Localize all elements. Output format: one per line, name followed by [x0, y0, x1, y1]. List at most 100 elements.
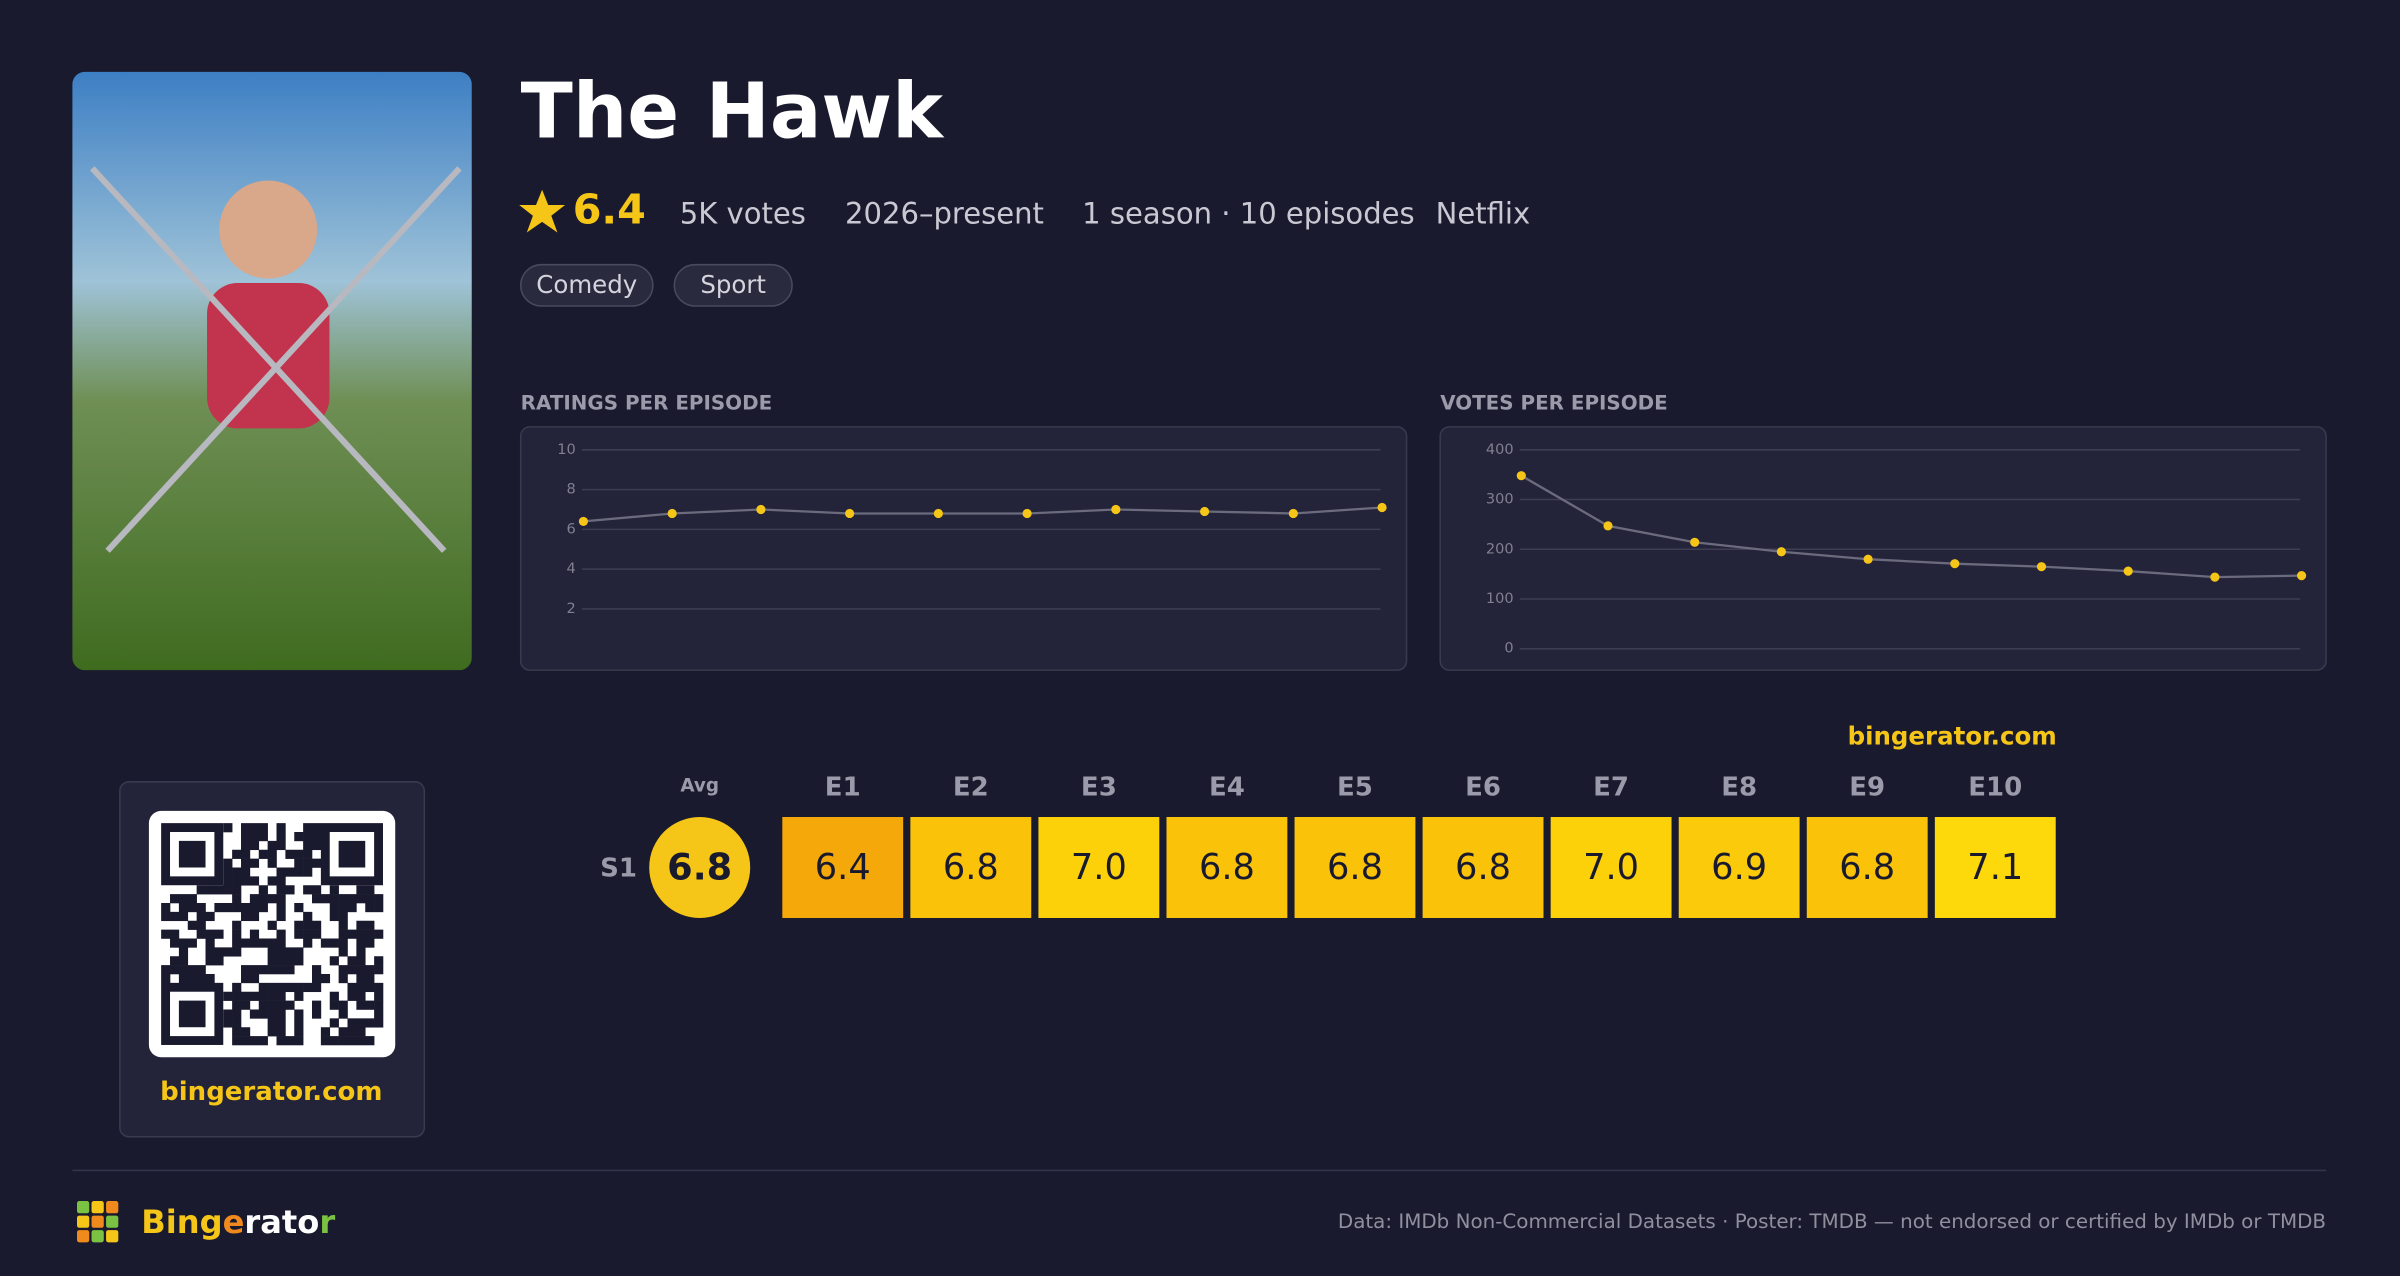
logo-square [106, 1230, 119, 1243]
y-tick-label: 8 [567, 482, 576, 498]
qr-module [258, 849, 268, 859]
qr-module [276, 965, 286, 975]
qr-code [161, 823, 384, 1046]
episode-rating: 7.1 [1967, 847, 2023, 888]
qr-module [249, 832, 260, 842]
logo-square [106, 1201, 119, 1214]
data-point [1776, 547, 1786, 557]
data-point [845, 508, 855, 519]
qr-module [214, 902, 224, 913]
qr-module [294, 920, 304, 930]
qr-module [365, 894, 375, 904]
qr-module [303, 982, 313, 993]
chart-title: VOTES PER EPISODE [1440, 391, 1668, 414]
qr-module [294, 982, 304, 993]
qr-module [294, 947, 304, 957]
qr-module [356, 885, 366, 895]
qr-module [187, 894, 197, 904]
network: Netflix [1436, 197, 1531, 231]
data-point [1288, 508, 1298, 519]
votes: 5K votes [680, 197, 806, 231]
qr-module [232, 920, 242, 930]
qr-module [223, 823, 233, 833]
data-point [1516, 471, 1526, 481]
qr-module [329, 911, 339, 922]
qr-module [312, 982, 322, 993]
qr-module [294, 902, 304, 913]
qr-module [374, 1009, 384, 1019]
qr-module [285, 982, 295, 993]
qr-module [232, 1036, 242, 1046]
episode-cell [1550, 817, 1672, 918]
genre-tags: Comedy Sport [519, 263, 793, 307]
qr-module [232, 885, 242, 895]
qr-module [276, 840, 286, 851]
qr-module [312, 885, 322, 895]
qr-module [258, 832, 268, 842]
qr-module [320, 1036, 331, 1046]
qr-module [303, 929, 313, 939]
qr-module [223, 947, 233, 957]
qr-module [249, 938, 260, 948]
qr-module [374, 1018, 384, 1028]
episode-header: E7 [1593, 772, 1629, 802]
qr-module [365, 920, 375, 930]
episode-cell [1806, 817, 1928, 918]
qr-module [249, 1036, 260, 1046]
qr-module [258, 1009, 268, 1019]
episode-header: E5 [1337, 772, 1373, 802]
qr-module [232, 1009, 242, 1019]
series-line [583, 506, 1383, 523]
qr-module [178, 956, 189, 966]
qr-module [356, 947, 366, 957]
qr-module [241, 867, 251, 877]
qr-module [303, 823, 313, 833]
episode-grid: bingerator.com Avg E1 E2 E3 E4 E5 E6 E7 E8 E9 E10 S1… [600, 721, 2057, 918]
qr-module [347, 982, 357, 993]
star-icon [519, 189, 566, 233]
episode-cell [1038, 817, 1160, 918]
qr-module [161, 929, 171, 939]
qr-module [294, 1009, 304, 1019]
qr-module [329, 902, 339, 913]
qr-module [285, 867, 295, 877]
qr-module [374, 982, 384, 993]
qr-module [223, 867, 233, 877]
episode-header: E1 [825, 772, 861, 802]
qr-module [267, 938, 277, 948]
qr-module [267, 840, 277, 851]
qr-module [285, 1000, 295, 1010]
episode-rating: 6.4 [815, 847, 871, 888]
qr-module [276, 876, 286, 886]
qr-module [276, 823, 286, 833]
qr-module [276, 938, 286, 948]
qr-module [161, 911, 171, 922]
qr-module [294, 956, 304, 966]
qr-module [347, 1018, 357, 1028]
qr-module [303, 867, 313, 877]
qr-module [241, 991, 251, 1001]
qr-module [214, 929, 224, 939]
logo-square [76, 1215, 90, 1228]
logo-square [91, 1215, 104, 1228]
qr-module [365, 965, 375, 975]
avg-header: Avg [680, 775, 719, 796]
qr-module [258, 823, 268, 833]
qr-module [356, 929, 366, 939]
qr-module [196, 911, 206, 922]
qr-module [267, 956, 277, 966]
qr-module [320, 1027, 331, 1037]
qr-module [294, 1018, 304, 1028]
qr-module [258, 1000, 268, 1010]
qr-module [249, 876, 260, 886]
qr-module [249, 858, 260, 868]
data-point [1022, 508, 1032, 519]
episode-rating: 6.8 [1839, 847, 1895, 888]
qr-module [223, 858, 233, 868]
y-tick-label: 2 [567, 601, 576, 617]
qr-module [267, 849, 277, 859]
episode-header: E6 [1465, 772, 1501, 802]
qr-module [365, 1036, 375, 1046]
qr-module [356, 956, 366, 966]
